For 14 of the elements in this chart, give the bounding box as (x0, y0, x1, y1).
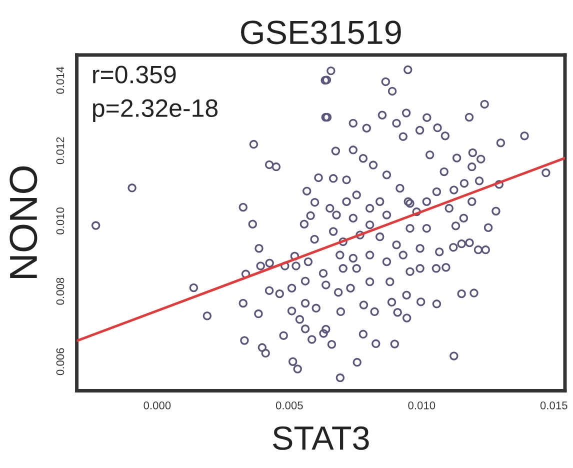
chart-title: GSE31519 (241, 20, 401, 44)
x-tick-label: 0.005 (276, 401, 303, 410)
y-tick-label: 0.012 (56, 137, 64, 164)
annotation: r=0.359 (93, 66, 176, 84)
y-axis-title: NONO (10, 166, 38, 278)
annotation: p=2.32e-18 (93, 99, 218, 122)
y-tick-label: 0.008 (56, 278, 64, 305)
y-tick-label: 0.010 (56, 207, 64, 234)
x-tick-label: 0.010 (408, 401, 436, 410)
y-tick-label: 0.014 (56, 66, 64, 94)
x-axis-title: STAT3 (272, 426, 369, 450)
x-tick-label: 0.000 (144, 401, 171, 410)
x-tick-label: 0.015 (540, 401, 568, 410)
y-tick-label: 0.006 (56, 348, 64, 376)
